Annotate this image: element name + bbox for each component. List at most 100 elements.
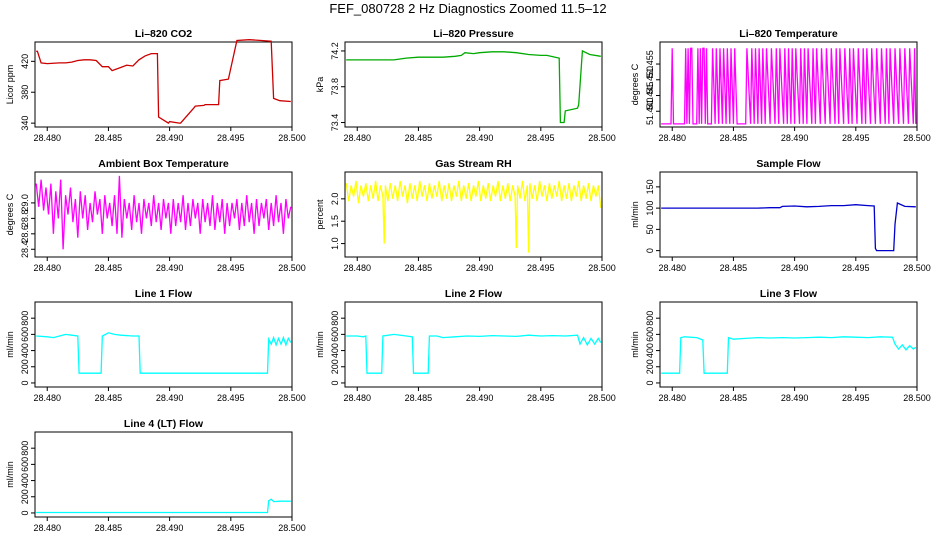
plot-frame (659, 41, 918, 128)
y-tick-label: 200 (20, 359, 30, 374)
y-tick-label: 400 (20, 343, 30, 358)
x-tick-label: 28.495 (217, 133, 245, 143)
x-tick-label: 28.480 (33, 523, 61, 533)
y-tick-label: 100 (645, 201, 655, 216)
series-line (35, 175, 292, 250)
x-tick-label: 28.495 (842, 393, 870, 403)
y-tick-label: 600 (645, 327, 655, 342)
y-tick-label: 1.5 (330, 215, 340, 228)
y-tick-label: 400 (20, 473, 30, 488)
x-tick-label: 28.495 (527, 393, 555, 403)
plot-frame (34, 301, 293, 388)
panel-5: Sample Flow 28.480 28.485 28.490 28.495 28.50… (630, 158, 931, 273)
x-tick-label: 28.485 (405, 393, 433, 403)
y-tick-label: 51.455 (645, 50, 655, 78)
x-tick-label: 28.485 (95, 263, 123, 273)
x-tick-label: 28.500 (588, 393, 616, 403)
y-tick-label: 1.0 (330, 237, 340, 250)
x-tick-label: 28.485 (405, 263, 433, 273)
y-tick-label: 800 (20, 311, 30, 326)
plot-frame (34, 431, 293, 518)
x-tick-label: 28.495 (527, 133, 555, 143)
y-axis-label: ml/min (630, 331, 640, 358)
y-tick-label: 400 (645, 343, 655, 358)
series-line (346, 49, 601, 124)
x-tick-label: 28.480 (33, 263, 61, 273)
y-tick-label: 2.0 (330, 193, 340, 206)
x-tick-label: 28.500 (588, 133, 616, 143)
y-tick-label: 420 (20, 54, 30, 69)
x-tick-label: 28.490 (781, 263, 809, 273)
y-tick-label: 50 (645, 224, 655, 234)
y-axis-label: ml/min (630, 201, 640, 228)
y-tick-label: 0 (20, 510, 30, 515)
y-tick-label: 51.440 (645, 97, 655, 125)
x-tick-label: 28.485 (720, 393, 748, 403)
x-tick-label: 28.480 (33, 393, 61, 403)
y-tick-label: 800 (20, 441, 30, 456)
y-tick-label: 0 (645, 380, 655, 385)
x-tick-label: 28.500 (903, 263, 931, 273)
plot-frame (659, 171, 918, 258)
panel-1: Li–820 Pressure 28.480 28.485 28.490 28.495 2… (315, 28, 616, 143)
plot-frame (34, 41, 293, 128)
series-line (36, 39, 291, 124)
x-tick-label: 28.490 (156, 393, 184, 403)
panel-title: Gas Stream RH (435, 158, 511, 170)
x-tick-label: 28.490 (156, 133, 184, 143)
plot-frame (344, 301, 603, 388)
y-tick-label: 600 (20, 327, 30, 342)
x-tick-label: 28.480 (343, 133, 371, 143)
y-tick-label: 340 (20, 116, 30, 131)
x-tick-label: 28.485 (405, 133, 433, 143)
y-axis-label: ml/min (5, 331, 15, 358)
x-tick-label: 28.495 (527, 263, 555, 273)
y-tick-label: 28.6 (20, 225, 30, 243)
y-tick-label: 51.445 (645, 82, 655, 110)
x-tick-label: 28.495 (217, 263, 245, 273)
y-tick-label: 200 (645, 359, 655, 374)
x-tick-label: 28.500 (278, 133, 306, 143)
x-tick-label: 28.500 (588, 263, 616, 273)
x-tick-label: 28.490 (781, 393, 809, 403)
x-tick-label: 28.480 (343, 263, 371, 273)
plot-frame (659, 301, 918, 388)
figure-title: FEF_080728 2 Hz Diagnostics Zoomed 11.5–… (329, 1, 607, 16)
panel-title: Line 1 Flow (135, 288, 193, 300)
panel-9: Line 4 (LT) Flow 28.480 28.485 28.490 28.495… (5, 418, 306, 533)
panel-8: Line 3 Flow 28.480 28.485 28.490 28.495 28.50… (630, 288, 931, 403)
y-tick-label: 600 (20, 457, 30, 472)
x-tick-label: 28.500 (278, 523, 306, 533)
y-tick-label: 200 (20, 489, 30, 504)
y-axis-label: percent (315, 199, 325, 230)
x-tick-label: 28.480 (33, 133, 61, 143)
x-tick-label: 28.500 (278, 263, 306, 273)
panel-title: Li–820 Pressure (433, 28, 514, 40)
y-tick-label: 74.2 (330, 42, 340, 60)
y-axis-label: ml/min (315, 331, 325, 358)
x-tick-label: 28.490 (466, 133, 494, 143)
panel-title: Line 2 Flow (445, 288, 503, 300)
y-axis-label: kPa (315, 77, 325, 93)
y-tick-label: 800 (330, 311, 340, 326)
x-tick-label: 28.495 (842, 263, 870, 273)
y-axis-label: ml/min (5, 461, 15, 488)
x-tick-label: 28.480 (658, 263, 686, 273)
y-tick-label: 29.0 (20, 194, 30, 212)
y-tick-label: 73.4 (330, 114, 340, 132)
panel-title: Line 3 Flow (760, 288, 818, 300)
series-line (36, 498, 291, 514)
y-tick-label: 600 (330, 327, 340, 342)
x-tick-label: 28.485 (95, 393, 123, 403)
x-tick-label: 28.480 (658, 393, 686, 403)
y-tick-label: 0 (645, 248, 655, 253)
x-tick-label: 28.500 (903, 133, 931, 143)
panel-7: Line 2 Flow 28.480 28.485 28.490 28.495 28.50… (315, 288, 616, 403)
panel-title: Li–820 CO2 (135, 28, 192, 40)
x-tick-label: 28.480 (658, 133, 686, 143)
x-tick-label: 28.495 (217, 523, 245, 533)
plot-frame (34, 171, 293, 258)
panel-title: Li–820 Temperature (739, 28, 838, 40)
series-line (661, 336, 917, 374)
